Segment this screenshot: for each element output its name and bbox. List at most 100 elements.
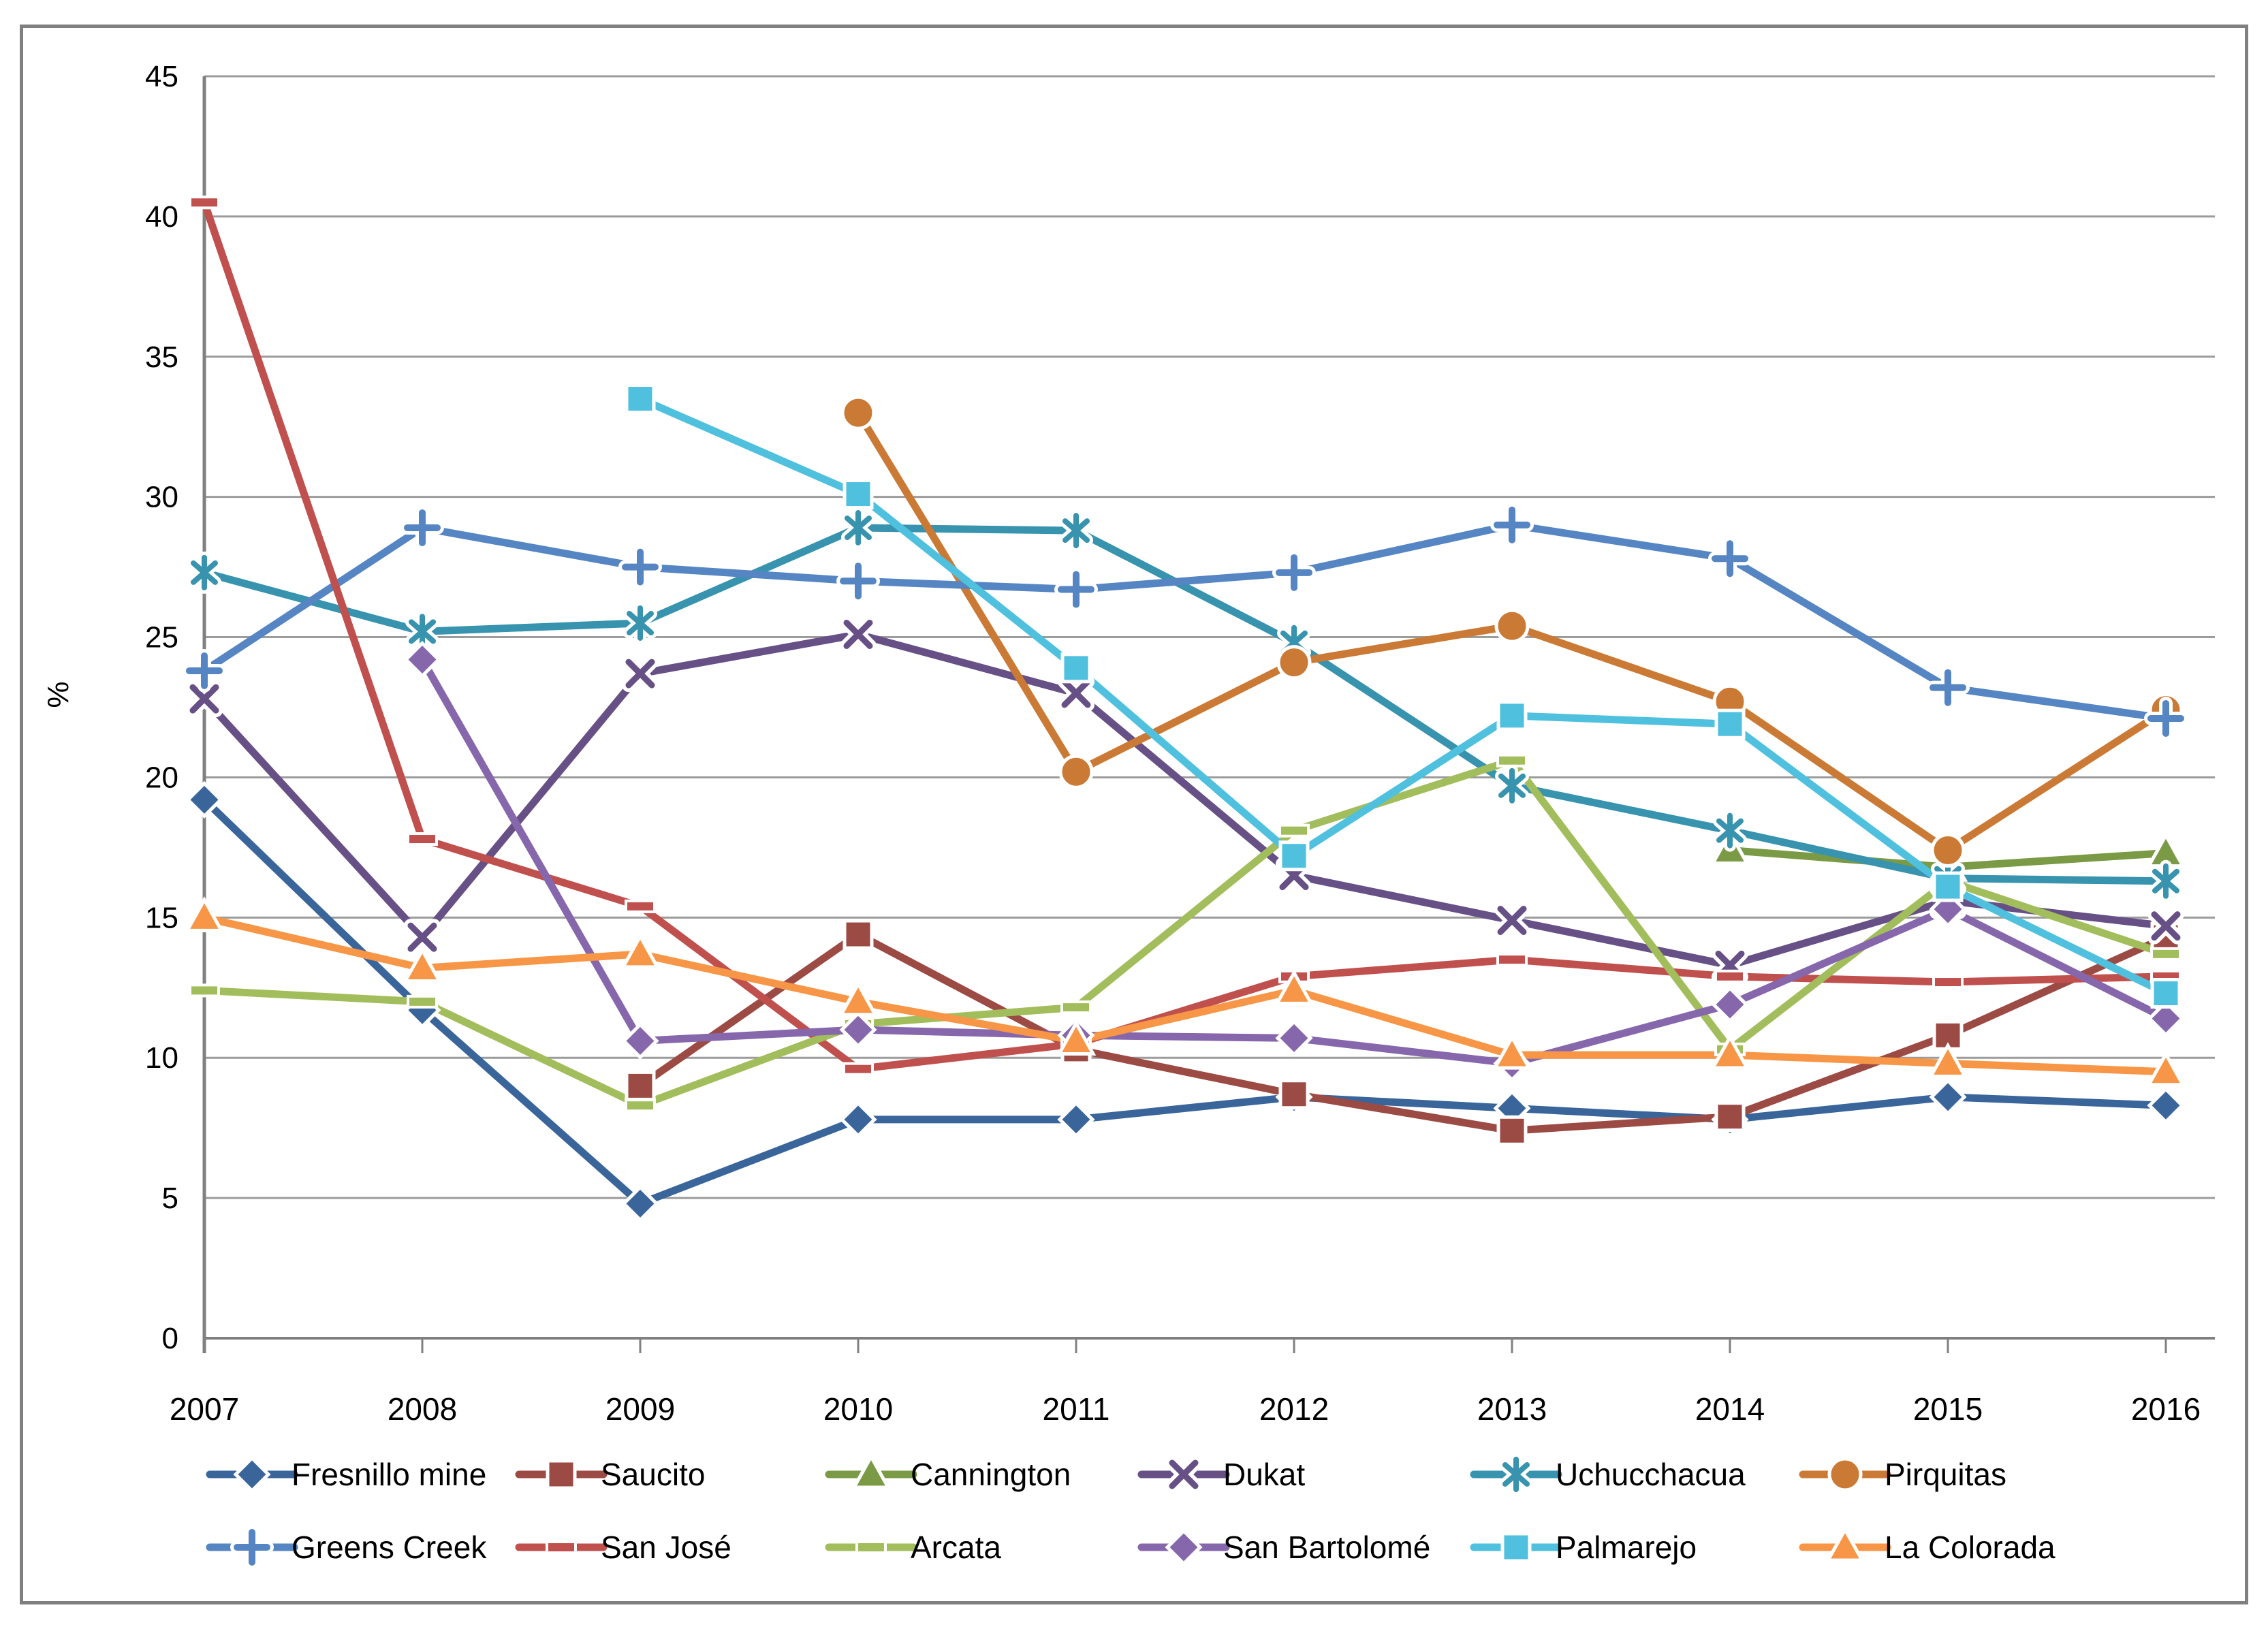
legend-marker-arcata-shape [855, 1540, 887, 1554]
marker-uchucchacua-2016 [2149, 859, 2183, 902]
marker-uchucchacua-2010 [841, 506, 875, 549]
marker-la-colorada-2008 [402, 947, 443, 983]
marker-saucito-2013-shape [1496, 1115, 1528, 1146]
marker-la-colorada-2013-shape [1492, 1033, 1532, 1070]
y-tick-label-40: 40 [145, 200, 178, 234]
legend-label-fresnillo-mine: Fresnillo mine [292, 1457, 486, 1492]
legend-label-palmarejo: Palmarejo [1556, 1530, 1697, 1565]
marker-saucito-2012-shape [1278, 1079, 1310, 1110]
legend-marker-san-bartolome [1165, 1528, 1203, 1566]
marker-la-colorada-2009-shape [620, 932, 661, 969]
marker-la-colorada-2012-shape [1274, 969, 1314, 1005]
marker-palmarejo-2012 [1278, 840, 1310, 872]
marker-dukat-2013 [1494, 902, 1530, 939]
marker-arcata-2008 [407, 994, 438, 1009]
y-axis-title: % [42, 681, 75, 708]
legend-marker-san-jose [546, 1540, 577, 1554]
marker-arcata-2008-shape [407, 994, 438, 1009]
marker-fresnillo-mine-2010-shape [839, 1101, 877, 1139]
marker-uchucchacua-2014-shape [1716, 818, 1744, 843]
marker-san-bartolome-2012-shape [1275, 1019, 1313, 1057]
marker-fresnillo-mine-2015 [1929, 1078, 1967, 1116]
marker-san-jose-2009 [625, 899, 656, 913]
marker-greens-creek-2008 [400, 505, 444, 550]
legend-marker-la-colorada [1825, 1525, 1865, 1562]
marker-san-bartolome-2016-shape [2147, 1000, 2185, 1038]
marker-arcata-2011 [1060, 1000, 1092, 1015]
marker-greens-creek-2011 [1054, 567, 1098, 612]
legend-label-cannington: Cannington [911, 1457, 1071, 1492]
legend-label-saucito: Saucito [601, 1457, 705, 1492]
marker-dukat-2011-shape [1061, 678, 1091, 708]
marker-arcata-2013-shape [1496, 753, 1528, 768]
marker-la-colorada-2016-shape [2145, 1050, 2186, 1087]
marker-la-colorada-2016 [2145, 1050, 2186, 1087]
marker-fresnillo-mine-2010 [839, 1101, 877, 1139]
marker-pirquitas-2013-shape [1494, 608, 1530, 644]
marker-uchucchacua-2008-shape [409, 619, 436, 644]
marker-palmarejo-2011 [1060, 652, 1092, 684]
marker-greens-creek-2007 [183, 648, 226, 693]
marker-saucito-2009 [625, 1070, 656, 1101]
legend-marker-greens-creek [230, 1525, 274, 1569]
marker-san-bartolome-2014-shape [1711, 985, 1749, 1024]
marker-la-colorada-2007 [184, 896, 225, 932]
marker-dukat-2008 [404, 919, 441, 956]
legend-marker-dukat [1165, 1456, 1202, 1493]
x-tick-label-2014: 2014 [1695, 1391, 1765, 1427]
legend-marker-palmarejo-shape [1500, 1532, 1532, 1563]
series-line-fresnillo-mine [200, 795, 2170, 1207]
marker-pirquitas-2010-shape [840, 395, 876, 430]
legend-label-uchucchacua: Uchucchacua [1556, 1457, 1746, 1492]
marker-san-bartolome-2009-shape [621, 1022, 659, 1060]
y-tick-label-30: 30 [145, 481, 178, 514]
legend-marker-palmarejo [1500, 1532, 1532, 1563]
marker-san-jose-2014-shape [1714, 969, 1746, 983]
marker-palmarejo-2009-shape [625, 383, 656, 415]
marker-pirquitas-2012 [1276, 645, 1312, 680]
marker-la-colorada-2007-shape [184, 896, 225, 932]
x-tick-label-2016: 2016 [2131, 1391, 2201, 1427]
marker-uchucchacua-2014 [1713, 809, 1747, 852]
series-line-uchucchacua [200, 524, 2170, 885]
legend-label-san-jose: San José [601, 1530, 731, 1565]
marker-palmarejo-2010 [842, 479, 874, 510]
legend-label-dukat: Dukat [1223, 1457, 1305, 1492]
marker-arcata-2012-shape [1278, 823, 1310, 838]
marker-uchucchacua-2013-shape [1498, 773, 1526, 798]
legend-marker-cannington [851, 1453, 892, 1489]
marker-palmarejo-2015-shape [1932, 871, 1964, 902]
marker-fresnillo-mine-2007-shape [185, 780, 223, 819]
legend-label-san-bartolome: San Bartolomé [1223, 1530, 1430, 1565]
marker-fresnillo-mine-2007 [185, 780, 223, 819]
marker-palmarejo-2010-shape [842, 479, 874, 510]
marker-dukat-2011 [1058, 674, 1094, 712]
marker-san-bartolome-2012 [1275, 1019, 1313, 1057]
legend-marker-uchucchacua [1499, 1453, 1533, 1496]
marker-saucito-2010 [842, 919, 874, 950]
x-tick-label-2008: 2008 [388, 1391, 457, 1427]
marker-pirquitas-2011 [1058, 754, 1094, 789]
marker-palmarejo-2012-shape [1278, 840, 1310, 872]
y-tick-label-15: 15 [145, 901, 178, 934]
marker-san-jose-2007 [189, 195, 220, 210]
x-tick-label-2010: 2010 [823, 1391, 893, 1427]
marker-san-jose-2014 [1714, 969, 1746, 983]
marker-san-jose-2015-shape [1932, 975, 1964, 990]
marker-palmarejo-2011-shape [1060, 652, 1092, 684]
marker-dukat-2013-shape [1497, 905, 1527, 935]
marker-san-bartolome-2010 [839, 1011, 877, 1049]
marker-dukat-2016-shape [2151, 911, 2181, 941]
series-line-la-colorada [200, 913, 2170, 1076]
marker-dukat-2009 [622, 655, 659, 693]
marker-arcata-2013 [1496, 753, 1528, 768]
marker-uchucchacua-2009 [623, 601, 657, 644]
marker-saucito-2009-shape [625, 1070, 656, 1101]
marker-san-jose-2010-shape [842, 1062, 874, 1076]
legend-label-arcata: Arcata [911, 1530, 1001, 1565]
marker-greens-creek-2012 [1272, 550, 1316, 595]
marker-dukat-2007 [186, 680, 223, 718]
marker-pirquitas-2012-shape [1276, 645, 1312, 680]
marker-uchucchacua-2007-shape [191, 560, 218, 585]
